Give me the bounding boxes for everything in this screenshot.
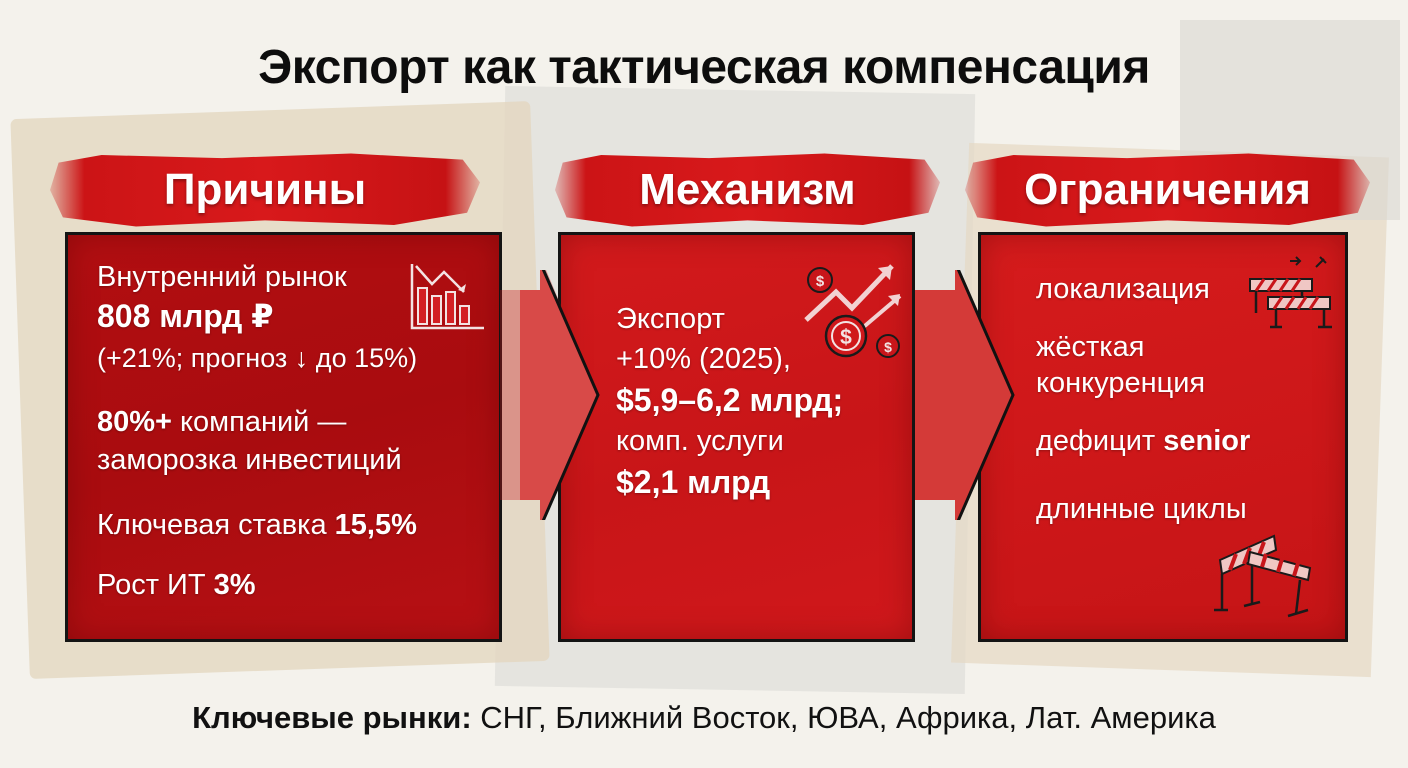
column-header-causes: Причины [50,153,480,227]
companies-item: 80%+ компаний — [97,405,346,439]
investment-freeze-text: заморозка инвестиций [97,444,402,476]
key-markets-footer: Ключевые рынки: СНГ, Ближний Восток, ЮВА… [0,700,1408,736]
key-rate-item: Ключевая ставка 15,5% [97,508,417,542]
mechanism-panel [558,232,915,642]
it-growth-item: Рост ИТ 3% [97,568,256,602]
column-header-label: Причины [163,165,367,214]
column-header-label: Механизм [639,165,856,214]
svg-text:$: $ [816,273,825,290]
dollar-growth-arrows-icon: $ $ $ [804,264,902,358]
computer-services-label: комп. услуги [616,425,784,457]
companies-text: компаний — [171,406,347,438]
export-value: $5,9–6,2 млрд; [616,382,844,418]
page-title: Экспорт как тактическая компенсация [258,41,1150,94]
broken-barrier-icon [1214,534,1312,618]
flow-arrow-icon [915,270,1015,520]
senior-deficit-item: дефицит senior [1036,424,1250,458]
companies-percent: 80%+ [97,406,172,438]
key-markets-list: СНГ, Ближний Восток, ЮВА, Африка, Лат. А… [471,700,1216,735]
roadblock-barriers-icon [1249,256,1332,329]
export-label: Экспорт [616,303,725,335]
senior-deficit-label: дефицит [1036,425,1164,457]
key-rate-label: Ключевая ставка [97,509,335,541]
key-rate-value: 15,5% [334,509,417,541]
domestic-market-label: Внутренний рынок [97,261,347,293]
it-growth-value: 3% [213,569,256,601]
key-markets-label: Ключевые рынки: [192,700,472,735]
computer-services-value: $2,1 млрд [616,464,771,500]
svg-text:$: $ [840,326,852,349]
localization-item: локализация [1036,273,1210,305]
competition-line1: жёсткая [1036,331,1145,363]
declining-bar-chart-icon [410,264,484,330]
causes-panel [65,232,502,642]
column-header-constraints: Ограничения [965,153,1370,227]
domestic-market-value: 808 млрд ₽ [97,298,274,334]
svg-text:$: $ [884,339,892,355]
flow-arrow-icon [500,270,600,520]
domestic-market-forecast: (+21%; прогноз ↓ до 15%) [97,343,418,373]
column-header-label: Ограничения [1024,165,1311,214]
column-header-mechanism: Механизм [555,153,940,227]
senior-deficit-bold: senior [1163,425,1251,457]
it-growth-label: Рост ИТ [97,569,214,601]
export-growth: +10% (2025), [616,343,791,375]
competition-line2: конкуренция [1036,367,1206,399]
long-cycles-item: длинные циклы [1036,493,1247,525]
